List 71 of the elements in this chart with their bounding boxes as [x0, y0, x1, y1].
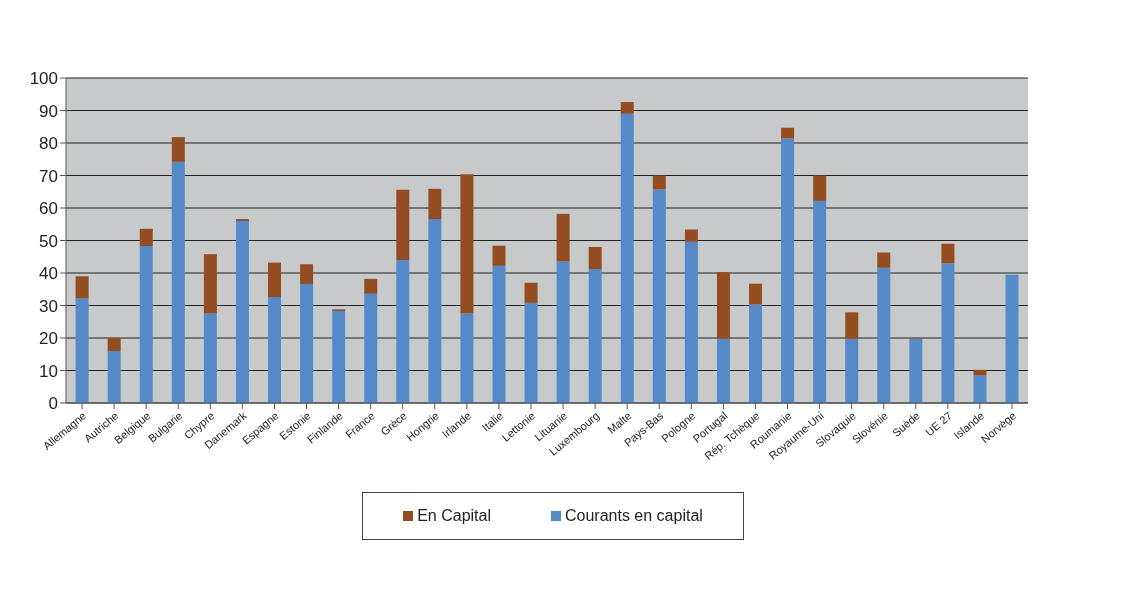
- bar: [300, 284, 314, 403]
- bar: [171, 137, 185, 162]
- bar: [332, 311, 346, 403]
- y-tick-label: 80: [39, 134, 58, 154]
- bar: [749, 304, 763, 403]
- bar: [909, 338, 923, 403]
- bar: [556, 261, 570, 403]
- bar: [620, 113, 634, 403]
- bar: [75, 276, 89, 299]
- y-tick-label: 0: [48, 394, 58, 414]
- bar: [235, 221, 249, 403]
- bar: [652, 175, 666, 190]
- bar: [1005, 274, 1019, 403]
- y-tick-label: 60: [39, 199, 58, 219]
- bar: [588, 247, 602, 270]
- bar: [460, 174, 474, 314]
- bar: [941, 243, 955, 264]
- bar: [845, 312, 859, 339]
- bar: [364, 278, 378, 294]
- bar: [684, 241, 698, 403]
- bar: [813, 200, 827, 403]
- bar: [845, 338, 859, 403]
- y-tick-label: 10: [39, 361, 58, 381]
- bar: [107, 351, 121, 403]
- bar: [492, 245, 506, 266]
- x-tick-label: UE 27: [923, 409, 955, 439]
- y-tick-label: 50: [39, 231, 58, 251]
- bar: [781, 138, 795, 403]
- bar: [716, 272, 730, 339]
- bar: [716, 338, 730, 403]
- bar: [268, 297, 282, 403]
- bar: [652, 189, 666, 403]
- y-tick-label: 40: [39, 264, 58, 284]
- y-tick-label: 20: [39, 329, 58, 349]
- bar: [684, 229, 698, 242]
- bar: [203, 313, 217, 403]
- bar: [877, 267, 891, 403]
- bar: [364, 293, 378, 403]
- bar: [139, 228, 153, 247]
- legend-label: Courants en capital: [564, 507, 703, 525]
- bar: [620, 102, 634, 114]
- bar: [428, 219, 442, 403]
- bar: [524, 302, 538, 403]
- bar: [973, 375, 987, 403]
- bar: [588, 269, 602, 403]
- bar: [781, 127, 795, 139]
- bar: [813, 175, 827, 201]
- bar: [300, 264, 314, 285]
- y-tick-label: 70: [39, 166, 58, 186]
- bar: [973, 369, 987, 376]
- y-tick-label: 90: [39, 101, 58, 121]
- legend-label: En Capital: [416, 507, 491, 525]
- bar: [941, 263, 955, 403]
- bar: [428, 188, 442, 220]
- bar: [877, 252, 891, 268]
- bar: [556, 213, 570, 262]
- bar: [203, 254, 217, 314]
- bar: [524, 282, 538, 303]
- bar: [396, 260, 410, 403]
- bar: [139, 246, 153, 403]
- bar: [268, 262, 282, 298]
- y-tick-label: 30: [39, 296, 58, 316]
- bar: [396, 189, 410, 260]
- x-tick-label: Italie: [479, 409, 506, 434]
- bar: [460, 313, 474, 403]
- y-tick-label: 100: [29, 69, 58, 89]
- bar: [75, 298, 89, 403]
- bar: [107, 338, 121, 351]
- bar: [492, 265, 506, 403]
- bar: [749, 283, 763, 305]
- bar: [171, 161, 185, 403]
